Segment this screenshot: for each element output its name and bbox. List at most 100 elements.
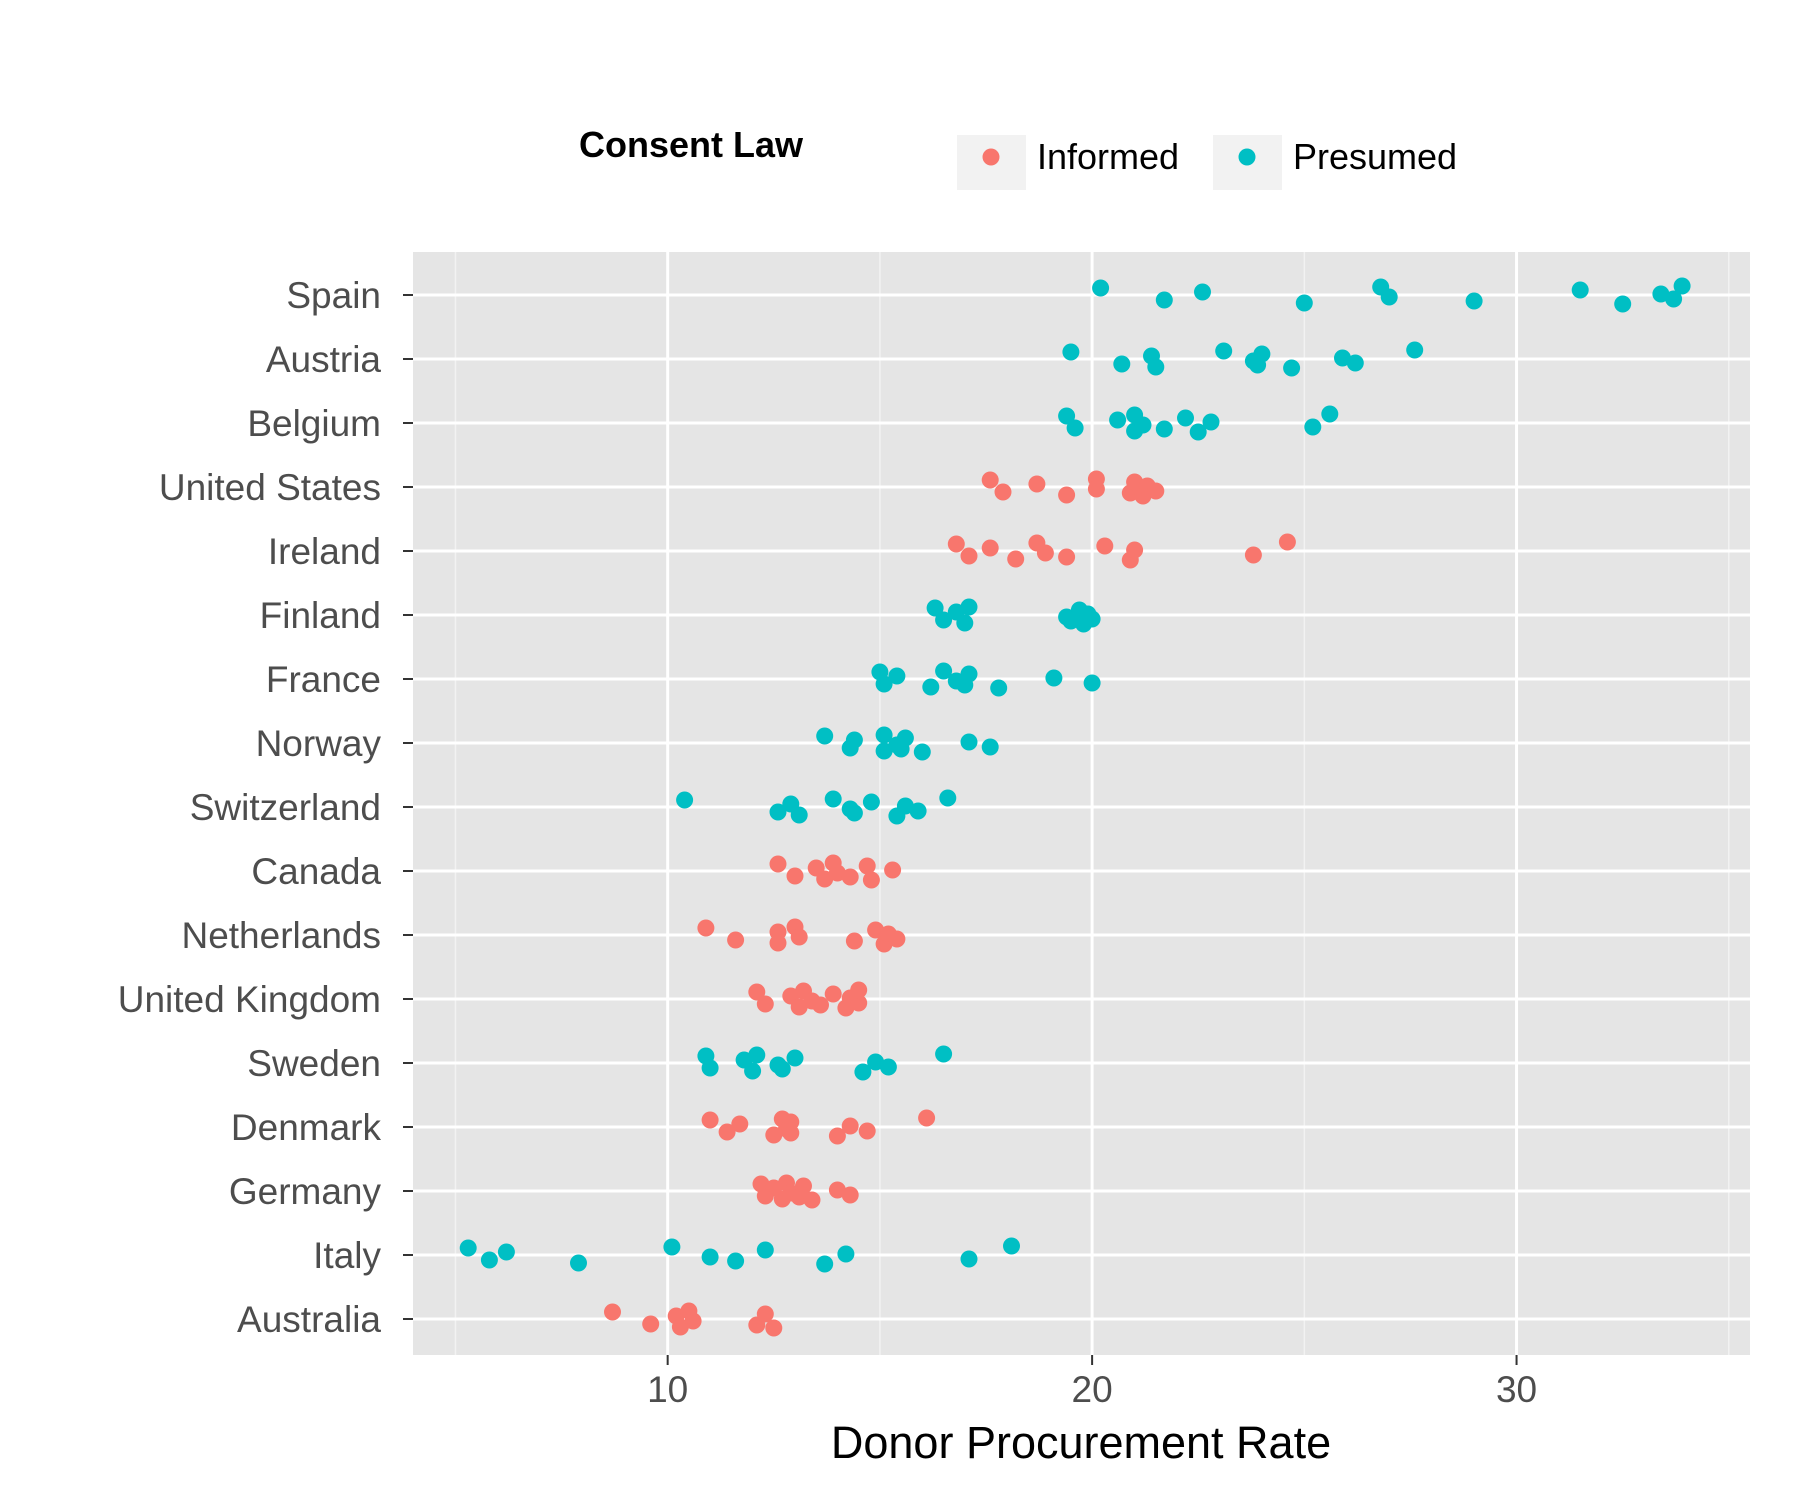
legend-label-informed: Informed bbox=[1037, 136, 1179, 177]
point-italy-2 bbox=[480, 1251, 498, 1269]
point-austria-4 bbox=[1147, 358, 1165, 376]
point-denmark-11 bbox=[858, 1122, 876, 1140]
legend-key-presumed-dot bbox=[1238, 148, 1256, 166]
point-canada-6 bbox=[828, 864, 846, 882]
point-belgium-6 bbox=[1134, 416, 1152, 434]
point-canada-4 bbox=[816, 870, 834, 888]
plot-panel bbox=[413, 252, 1750, 1355]
point-spain-3 bbox=[1194, 283, 1211, 301]
y-tick-label-germany: Germany bbox=[229, 1171, 382, 1212]
point-united-states-4 bbox=[1058, 486, 1076, 504]
point-france-9 bbox=[990, 679, 1008, 697]
point-ireland-10 bbox=[1126, 541, 1144, 559]
point-sweden-4 bbox=[744, 1062, 762, 1080]
point-netherlands-4 bbox=[769, 934, 787, 952]
data-points bbox=[459, 277, 1691, 1337]
point-italy-4 bbox=[570, 1254, 587, 1272]
point-austria-12 bbox=[1406, 341, 1424, 359]
point-switzerland-5 bbox=[824, 790, 842, 808]
point-belgium-9 bbox=[1189, 423, 1207, 441]
point-germany-9 bbox=[803, 1191, 821, 1209]
point-denmark-2 bbox=[718, 1123, 736, 1141]
point-ireland-4 bbox=[1007, 550, 1025, 568]
point-belgium-12 bbox=[1321, 405, 1339, 423]
point-netherlands-7 bbox=[845, 932, 863, 950]
point-australia-1 bbox=[604, 1303, 621, 1321]
point-spain-2 bbox=[1155, 291, 1173, 309]
point-italy-8 bbox=[756, 1241, 774, 1259]
y-tick-label-sweden: Sweden bbox=[247, 1043, 381, 1084]
y-tick-label-ireland: Ireland bbox=[268, 531, 381, 572]
point-spain-8 bbox=[1571, 281, 1589, 299]
point-ireland-12 bbox=[1278, 533, 1296, 551]
point-switzerland-1 bbox=[676, 791, 694, 809]
point-spain-11 bbox=[1665, 290, 1683, 308]
point-germany-11 bbox=[841, 1186, 859, 1204]
point-norway-10 bbox=[960, 733, 978, 751]
point-austria-11 bbox=[1346, 354, 1364, 372]
point-switzerland-11 bbox=[909, 802, 927, 820]
point-spain-6 bbox=[1380, 288, 1398, 306]
point-sweden-11 bbox=[879, 1058, 897, 1076]
point-ireland-6 bbox=[1036, 544, 1054, 562]
point-denmark-10 bbox=[841, 1117, 859, 1135]
point-france-8 bbox=[960, 665, 978, 683]
point-belgium-7 bbox=[1155, 420, 1173, 438]
point-austria-1 bbox=[1062, 343, 1080, 361]
point-united-kingdom-4 bbox=[790, 998, 808, 1016]
point-spain-1 bbox=[1092, 279, 1110, 297]
point-belgium-1 bbox=[1058, 407, 1076, 425]
x-tick-label: 20 bbox=[1072, 1369, 1113, 1410]
point-spain-12 bbox=[1673, 277, 1691, 295]
point-united-kingdom-1 bbox=[748, 983, 766, 1001]
point-australia-2 bbox=[642, 1315, 660, 1333]
point-canada-9 bbox=[862, 871, 880, 889]
point-finland-2 bbox=[935, 611, 953, 629]
legend-key-informed-dot bbox=[982, 148, 1000, 166]
point-spain-4 bbox=[1295, 294, 1313, 312]
x-tick-label: 10 bbox=[647, 1369, 688, 1410]
point-united-kingdom-8 bbox=[824, 985, 842, 1003]
point-ireland-3 bbox=[981, 539, 999, 557]
point-norway-4 bbox=[875, 742, 893, 760]
point-switzerland-2 bbox=[769, 803, 787, 821]
point-sweden-8 bbox=[786, 1049, 804, 1067]
point-austria-8 bbox=[1253, 345, 1271, 363]
point-italy-10 bbox=[837, 1245, 855, 1263]
point-italy-3 bbox=[497, 1243, 515, 1261]
point-australia-9 bbox=[765, 1319, 783, 1337]
point-germany-8 bbox=[795, 1177, 812, 1195]
point-denmark-9 bbox=[828, 1127, 846, 1145]
y-tick-label-united-states: United States bbox=[159, 467, 381, 508]
point-spain-9 bbox=[1614, 295, 1632, 313]
point-denmark-4 bbox=[765, 1126, 783, 1144]
point-sweden-2 bbox=[701, 1059, 719, 1077]
y-tick-label-canada: Canada bbox=[251, 851, 381, 892]
point-australia-6 bbox=[684, 1312, 702, 1330]
point-italy-6 bbox=[701, 1248, 719, 1266]
point-canada-1 bbox=[769, 855, 787, 873]
point-ireland-2 bbox=[960, 547, 978, 565]
point-italy-9 bbox=[816, 1255, 834, 1273]
point-united-kingdom-7 bbox=[812, 996, 829, 1014]
y-tick-label-italy: Italy bbox=[313, 1235, 381, 1276]
point-ireland-11 bbox=[1244, 546, 1262, 564]
point-france-4 bbox=[922, 678, 940, 696]
point-italy-7 bbox=[727, 1252, 745, 1270]
point-norway-5 bbox=[875, 726, 893, 744]
point-sweden-7 bbox=[773, 1060, 791, 1078]
point-italy-12 bbox=[1003, 1237, 1020, 1255]
x-tick-label: 30 bbox=[1496, 1369, 1537, 1410]
point-belgium-10 bbox=[1202, 413, 1220, 431]
point-france-11 bbox=[1083, 674, 1101, 692]
point-austria-9 bbox=[1283, 359, 1301, 377]
point-austria-10 bbox=[1334, 349, 1351, 367]
point-austria-2 bbox=[1113, 355, 1131, 373]
point-norway-8 bbox=[896, 729, 914, 747]
point-sweden-12 bbox=[935, 1045, 953, 1063]
point-italy-5 bbox=[663, 1238, 681, 1256]
point-netherlands-8 bbox=[867, 921, 885, 939]
point-belgium-11 bbox=[1304, 418, 1322, 436]
